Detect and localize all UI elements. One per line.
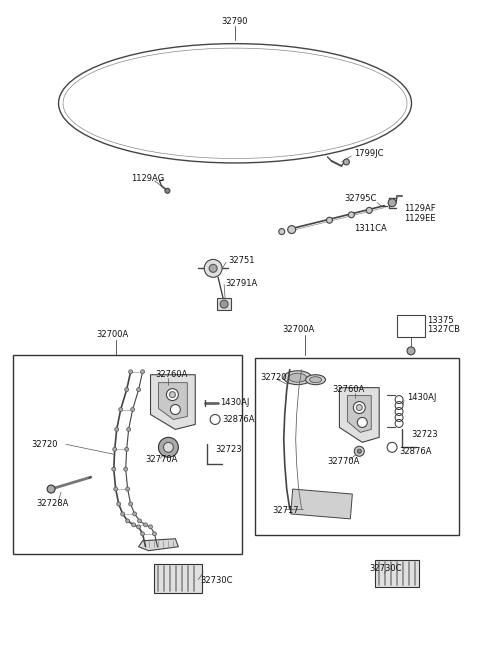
Circle shape (354, 446, 364, 457)
Bar (255, 358, 459, 534)
Circle shape (47, 485, 55, 493)
Circle shape (209, 265, 217, 272)
Polygon shape (155, 563, 202, 593)
Text: 32795C: 32795C (344, 195, 377, 203)
Circle shape (357, 417, 367, 428)
Circle shape (158, 438, 179, 457)
Circle shape (125, 447, 129, 451)
Circle shape (119, 407, 123, 411)
Circle shape (353, 402, 365, 413)
Text: 32760A: 32760A (156, 370, 188, 379)
Circle shape (279, 229, 285, 234)
Circle shape (115, 428, 119, 432)
Bar (397, 315, 425, 337)
Bar (217, 298, 231, 310)
Text: 32723: 32723 (411, 430, 438, 439)
Text: 1311CA: 1311CA (354, 224, 387, 233)
Circle shape (387, 442, 397, 452)
Circle shape (326, 217, 333, 223)
Circle shape (138, 519, 142, 523)
Text: 32790: 32790 (222, 17, 248, 26)
Circle shape (164, 442, 173, 452)
Circle shape (388, 198, 396, 207)
Polygon shape (151, 375, 195, 430)
Ellipse shape (310, 377, 322, 383)
Text: 32730C: 32730C (369, 564, 402, 573)
Circle shape (112, 467, 116, 471)
Circle shape (129, 502, 132, 506)
Circle shape (117, 502, 120, 506)
Ellipse shape (288, 373, 307, 382)
Text: 1129AF: 1129AF (404, 204, 436, 213)
Circle shape (129, 370, 132, 374)
Circle shape (144, 523, 147, 527)
Polygon shape (139, 539, 179, 551)
Text: 32770A: 32770A (145, 455, 178, 464)
Circle shape (126, 519, 130, 523)
Circle shape (165, 188, 170, 193)
Text: 1430AJ: 1430AJ (220, 398, 250, 407)
Text: 32723: 32723 (215, 445, 242, 454)
Circle shape (113, 447, 117, 451)
Circle shape (356, 405, 362, 411)
Circle shape (357, 449, 361, 453)
Circle shape (366, 208, 372, 214)
Polygon shape (339, 388, 379, 442)
Text: 32751: 32751 (228, 256, 254, 265)
Ellipse shape (306, 375, 325, 384)
Circle shape (127, 428, 131, 432)
Circle shape (169, 392, 175, 398)
Circle shape (288, 225, 296, 234)
Text: 32717: 32717 (272, 506, 299, 515)
Text: 32770A: 32770A (327, 457, 360, 466)
Circle shape (132, 512, 137, 516)
Polygon shape (158, 383, 187, 419)
Text: 32720: 32720 (260, 373, 287, 383)
Circle shape (126, 487, 130, 491)
Text: 32876A: 32876A (222, 415, 254, 424)
Circle shape (137, 388, 141, 392)
Text: 32730C: 32730C (200, 576, 233, 585)
Circle shape (153, 532, 156, 536)
Circle shape (114, 487, 118, 491)
Circle shape (348, 212, 354, 218)
Polygon shape (348, 396, 371, 432)
Circle shape (167, 388, 179, 401)
Circle shape (141, 370, 144, 374)
Bar (13, 355, 242, 553)
Text: 32700A: 32700A (283, 326, 315, 335)
Polygon shape (291, 489, 352, 519)
Text: 1129AG: 1129AG (131, 174, 164, 183)
Text: 1430AJ: 1430AJ (407, 393, 436, 402)
Circle shape (220, 300, 228, 308)
Circle shape (141, 532, 144, 536)
Circle shape (137, 525, 141, 529)
Circle shape (125, 388, 129, 392)
Text: 32720: 32720 (31, 440, 58, 449)
Circle shape (210, 415, 220, 424)
Text: 32876A: 32876A (399, 447, 432, 456)
Ellipse shape (284, 371, 312, 384)
Text: 1129EE: 1129EE (404, 214, 435, 223)
Circle shape (204, 259, 222, 277)
Circle shape (131, 407, 134, 411)
Text: 1327CB: 1327CB (427, 326, 460, 335)
Circle shape (148, 525, 153, 529)
Text: 32728A: 32728A (36, 500, 69, 508)
Text: 32700A: 32700A (96, 331, 128, 339)
Circle shape (170, 405, 180, 415)
Text: 32760A: 32760A (333, 385, 365, 394)
Circle shape (132, 523, 136, 527)
Text: 1799JC: 1799JC (354, 149, 384, 157)
Polygon shape (375, 559, 419, 588)
Circle shape (120, 512, 125, 516)
Circle shape (343, 159, 349, 165)
Circle shape (407, 347, 415, 355)
Text: 13375: 13375 (427, 316, 454, 324)
Circle shape (124, 467, 128, 471)
Text: 32791A: 32791A (225, 279, 257, 288)
